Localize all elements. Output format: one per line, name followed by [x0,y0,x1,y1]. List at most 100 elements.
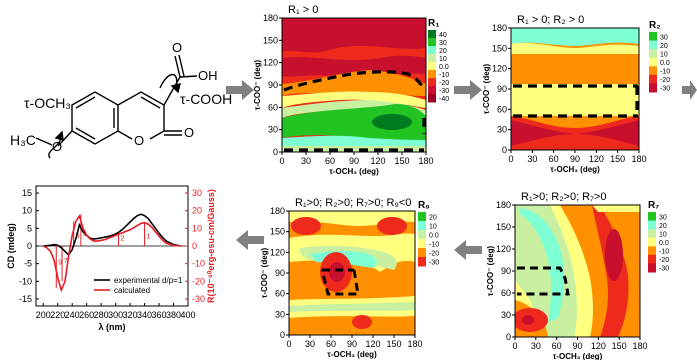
x-tick-label: 220 [50,310,65,320]
pyranone-ring [117,91,165,140]
stick-label: 9 [58,260,62,267]
legend-entry: experimental d/p=1 [114,276,183,285]
y-tick-label: 0 [27,241,32,251]
colorbar-tick-label: 10 [439,56,447,63]
colorbar-tick-label: 30 [659,214,667,221]
x-tick-label: 300 [108,310,123,320]
y-tick-label: 60 [275,289,285,299]
colorbar-tick-label: -10 [439,72,449,79]
y-tick-label: 30 [501,310,511,320]
colorbar-tick-label: 20 [660,43,668,50]
x-tick-label: 90 [572,341,582,351]
colorbar-swatch [418,212,426,222]
colorbar-swatch [418,230,426,240]
benzene-ring [71,91,119,145]
panel-title: R₁>0; R₂>0; R₇>0; R₉<0 [295,197,411,209]
x-tick-label: 150 [610,154,625,164]
arrow-right-icon [682,80,697,100]
y-tick-label: 150 [496,222,511,232]
colorbar-swatch [649,83,657,93]
methoxy-oxygen-label: O [52,139,62,154]
x-tick-label: 30 [531,341,541,351]
colorbar-swatch [428,94,436,103]
colorbar-label: R₂ [649,20,661,31]
colorbar-tick-label: 20 [429,215,437,222]
colorbar-tick-label: 10 [660,51,668,58]
colorbar-label: R₁ [428,18,439,29]
x-tick-label: 0 [508,154,513,164]
x-tick-label: 180 [631,154,646,164]
colorbar-tick-label: -10 [429,242,439,249]
colorbar-swatch [648,246,656,256]
y-tick-label: 60 [268,102,278,112]
colorbar-swatch [649,40,657,50]
r9-dashed-region [320,268,360,296]
carboxyl-oh-bond [179,75,198,78]
panel-title: R₁ > 0 [288,4,318,16]
y-axis-label: τ-COO⁻ (deg) [482,63,491,114]
y-tick-label: 150 [492,43,507,53]
colorbar-swatch [648,229,656,239]
y-tick-label: 150 [263,35,278,45]
y-tick-label: 180 [496,200,511,210]
ring-oxygen-label: O [134,133,144,148]
colorbar-swatch [648,237,656,247]
colorbar-tick-label: 30 [439,40,447,47]
x-tick-label: 120 [591,341,606,351]
x-tick-label: 260 [79,310,94,320]
molecule-structure [35,54,198,159]
tau-och3-label: τ-OCH₃ [24,95,71,111]
x-tick-label: 0 [286,339,291,349]
x-tick-label: 340 [137,310,152,320]
y-tick-label: 90 [497,84,507,94]
y-tick-label: -15 [19,294,32,304]
carboxyl-oxygen-label: O [172,40,182,55]
right-tick-label: 30 [192,188,202,198]
y-tick-label: 180 [263,13,278,23]
colorbar-swatch [428,46,436,55]
arrow-right-icon [226,80,254,100]
y-tick-label: 180 [270,206,285,216]
x-tick-label: 380 [166,310,181,320]
x-tick-label: 320 [123,310,138,320]
colorbar-tick-label: -10 [660,69,670,76]
colorbar-swatch [649,66,657,76]
r1-contour-field [282,18,426,152]
colorbar-tick-label: 20 [659,223,667,230]
flow-arrows [226,80,697,260]
colorbar-swatch [428,62,436,71]
colorbar-swatch [418,248,426,258]
colorbar-tick-label: -30 [659,266,669,273]
x-tick-label: 180 [418,156,433,166]
panel-title: R₁ > 0; R₂ > 0 [517,14,584,26]
x-tick-label: 90 [347,339,357,349]
x-tick-label: 400 [180,310,195,320]
panel-cd: 200 220 240 260 280 300 320 340 360 380 400151050-… [6,185,216,332]
panel-r1 [281,17,427,153]
x-tick-label: 90 [570,154,580,164]
x-axis-label: τ-OCH₃ (deg) [550,165,600,174]
x-axis-label: τ-OCH₃ (deg) [329,167,379,176]
colorbar-swatch [428,54,436,63]
colorbar-swatch [428,30,436,39]
arrow-right-icon [454,80,482,100]
legend-entry: calculated [114,286,150,295]
x-tick-label: 0 [279,156,284,166]
colorbar-tick-label: 10 [429,224,437,231]
y-tick-label: -10 [19,276,32,286]
r7-contour-field [515,205,640,337]
y-tick-label: 30 [497,125,507,135]
y-axis-label: τ-COO⁻ (deg) [253,59,262,110]
colorbar-tick-label: -30 [429,260,439,267]
r1-dashed-region-top [283,70,426,92]
colorbar-swatch [428,86,436,95]
calculated-series-line [42,214,181,293]
colorbar-tick-label: -20 [659,257,669,264]
x-tick-label: 0 [512,341,517,351]
stick-label: 1 [147,233,151,240]
arrow-left-icon [236,230,264,250]
y-tick-label: 120 [263,58,278,68]
pyranone-double-bond [140,96,161,109]
right-tick-label: 20 [192,206,202,216]
y-axis-label: τ-COO⁻ (deg) [486,245,495,296]
